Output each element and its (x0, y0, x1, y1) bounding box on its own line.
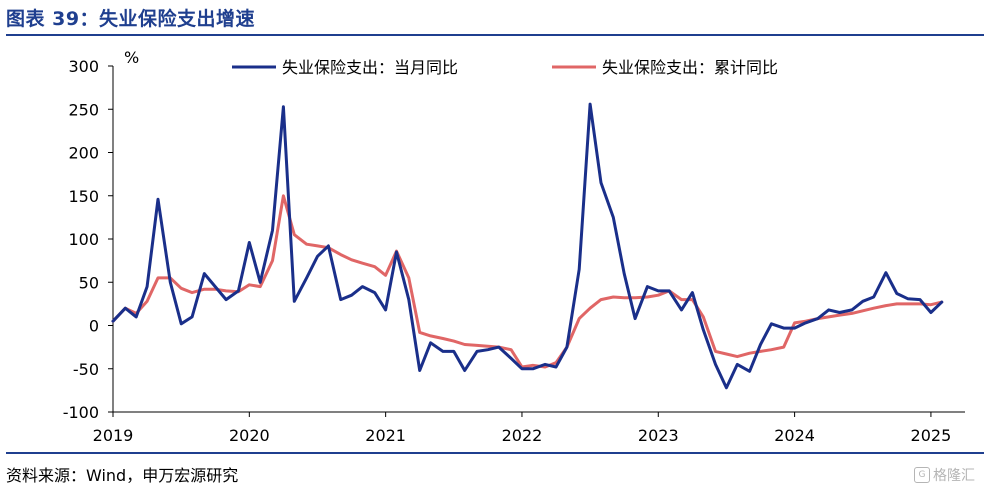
series-line-cumulative (111, 194, 944, 369)
y-tick-label: -50 (73, 360, 99, 379)
x-tick-label: 2024 (774, 426, 815, 445)
y-tick-label: 250 (68, 100, 99, 119)
figure-title: 图表 39：失业保险支出增速 (6, 8, 256, 30)
axes: -100 -50 0 50 100 150 200 250 300 2019 2020 2021 202… (63, 48, 965, 445)
legend-label-monthly: 失业保险支出：当月同比 (282, 58, 458, 77)
x-tick-label: 2020 (229, 426, 270, 445)
y-tick-label: 300 (68, 57, 99, 76)
y-tick-label: 150 (68, 187, 99, 206)
source-divider (6, 452, 984, 454)
y-tick-label: 100 (68, 230, 99, 249)
x-tick-label: 2025 (911, 426, 952, 445)
title-divider (6, 34, 984, 36)
x-tick-label: 2019 (93, 426, 134, 445)
x-tick-label: 2023 (638, 426, 679, 445)
x-tick-label: 2021 (365, 426, 406, 445)
y-unit-label: % (124, 48, 139, 67)
legend-label-cumulative: 失业保险支出：累计同比 (602, 58, 778, 77)
y-tick-label: 0 (89, 317, 99, 336)
series-line-monthly (111, 102, 944, 390)
watermark-text: 格隆汇 (933, 468, 975, 484)
x-tick-label: 2022 (502, 426, 543, 445)
y-tick-label: 200 (68, 144, 99, 163)
watermark-logo-icon: G (914, 467, 930, 483)
watermark: G 格隆汇 (914, 465, 975, 485)
source-note: 资料来源：Wind，申万宏源研究 (6, 466, 239, 485)
y-tick-label: 50 (79, 273, 99, 292)
legend: 失业保险支出：当月同比 失业保险支出：累计同比 (232, 58, 778, 77)
y-tick-label: -100 (63, 403, 99, 422)
series-lines (111, 102, 944, 390)
